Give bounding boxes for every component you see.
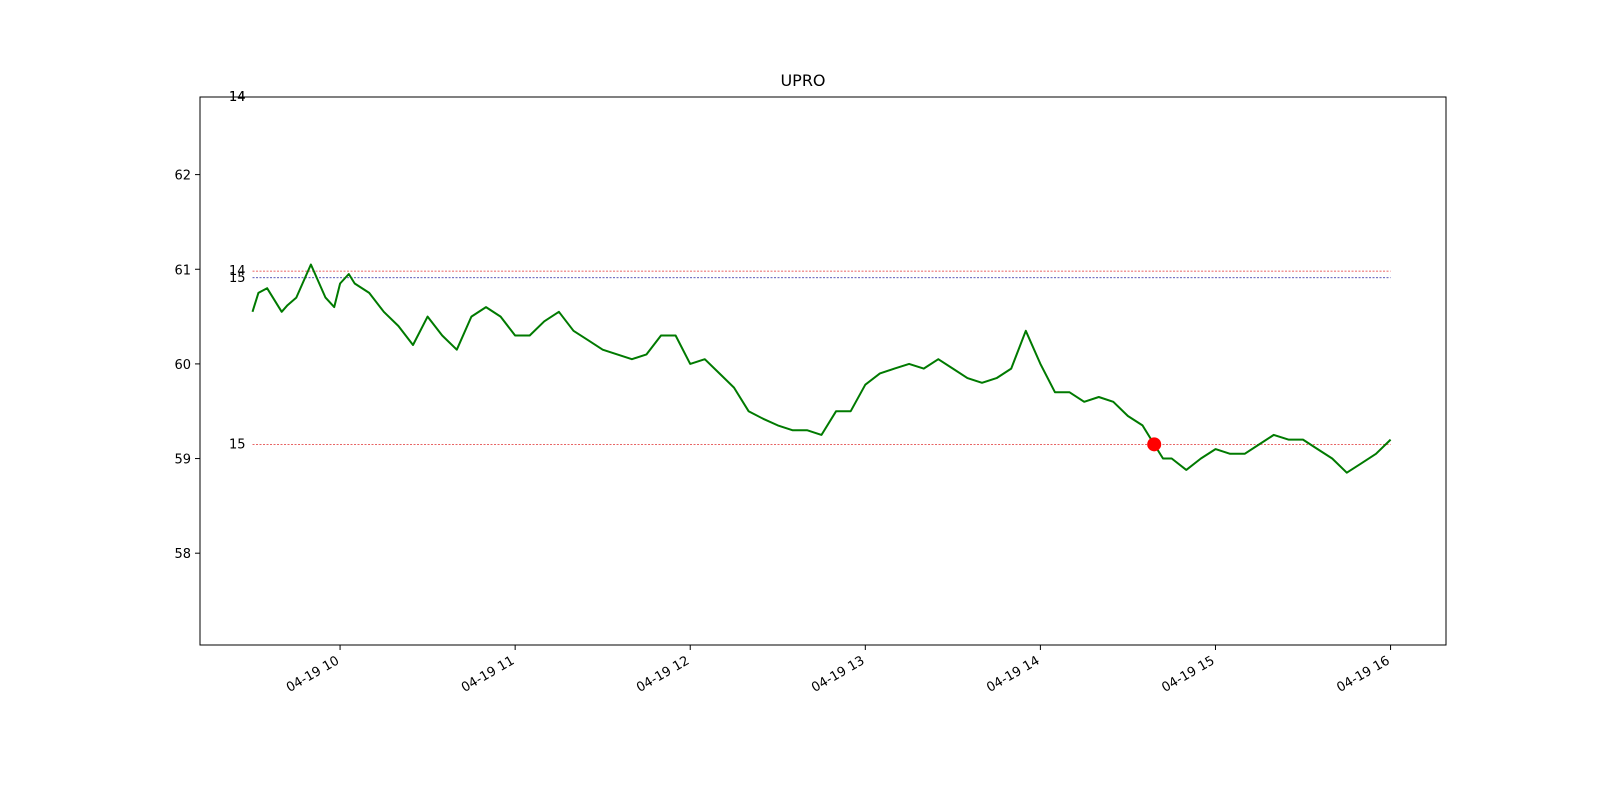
x-tick-label: 04-19 15	[1159, 653, 1217, 695]
price-line	[251, 263, 1392, 474]
plot-frame	[199, 96, 1447, 646]
x-tick-label: 04-19 13	[809, 653, 867, 695]
y-tick-label: 58	[174, 547, 191, 562]
x-axis: 04-19 10 04-19 11 04-19 12 04-19 13 04-19 14…	[284, 645, 1393, 696]
y-tick-label: 62	[174, 169, 191, 184]
y-axis: 58 59 60 61 62	[174, 169, 200, 562]
level-label: 15	[229, 271, 246, 286]
x-tick-label: 04-19 12	[634, 653, 692, 695]
level-label: 14	[229, 264, 246, 279]
signal-marker	[1147, 437, 1162, 452]
y-tick-label: 59	[174, 453, 191, 468]
x-tick-label: 04-19 10	[284, 653, 342, 695]
chart-title: UPRO	[780, 71, 825, 90]
y-tick-label: 61	[174, 263, 191, 278]
level-label: 15	[229, 437, 246, 452]
price-series	[251, 263, 1392, 474]
y-tick-label: 60	[174, 358, 191, 373]
x-tick-label: 04-19 16	[1334, 653, 1392, 695]
marker-layer	[1147, 437, 1162, 452]
x-tick-label: 04-19 11	[459, 653, 517, 695]
x-tick-label: 04-19 14	[984, 653, 1042, 695]
